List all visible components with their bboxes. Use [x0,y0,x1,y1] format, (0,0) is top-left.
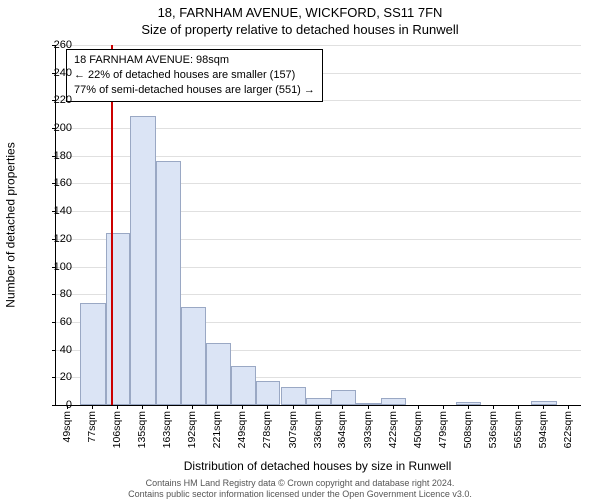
x-tick-label: 565sqm [512,411,524,448]
callout-box: 18 FARNHAM AVENUE: 98sqm← 22% of detache… [66,49,323,102]
x-tick-mark [342,405,343,409]
plot-area: 18 FARNHAM AVENUE: 98sqm← 22% of detache… [55,45,581,406]
y-tick-label: 140 [42,205,72,217]
callout-line-3: 77% of semi-detached houses are larger (… [74,83,315,98]
x-tick-mark [543,405,544,409]
histogram-bar [231,366,256,405]
histogram-bar [156,161,181,405]
y-tick-label: 260 [42,39,72,51]
y-tick-label: 180 [42,150,72,162]
callout-line-1: 18 FARNHAM AVENUE: 98sqm [74,53,315,68]
x-tick-mark [468,405,469,409]
x-tick-label: 508sqm [462,411,474,448]
x-tick-label: 163sqm [161,411,173,448]
histogram-bar [281,387,306,405]
y-tick-label: 20 [42,371,72,383]
x-tick-label: 49sqm [61,411,73,443]
x-tick-mark [493,405,494,409]
histogram-bar [130,116,155,405]
x-tick-mark [167,405,168,409]
x-tick-mark [293,405,294,409]
y-tick-label: 120 [42,233,72,245]
histogram-bar [181,307,206,405]
x-tick-mark [117,405,118,409]
histogram-bar [306,398,331,405]
y-tick-label: 240 [42,67,72,79]
x-tick-label: 307sqm [287,411,299,448]
histogram-bar [106,233,130,405]
x-tick-mark [443,405,444,409]
x-tick-mark [92,405,93,409]
chart-title-main: 18, FARNHAM AVENUE, WICKFORD, SS11 7FN [0,5,600,20]
y-axis-label: Number of detached properties [4,45,18,405]
x-tick-label: 106sqm [111,411,123,448]
y-tick-label: 200 [42,122,72,134]
x-tick-label: 135sqm [136,411,148,448]
gridline [56,45,581,46]
x-tick-label: 622sqm [562,411,574,448]
x-tick-mark [568,405,569,409]
footer-line-2: Contains public sector information licen… [0,489,600,499]
x-tick-label: 536sqm [487,411,499,448]
y-tick-label: 40 [42,344,72,356]
x-tick-label: 249sqm [236,411,248,448]
x-axis-label: Distribution of detached houses by size … [55,459,580,473]
x-tick-mark [318,405,319,409]
x-tick-mark [267,405,268,409]
x-tick-label: 77sqm [86,411,98,443]
x-tick-label: 479sqm [437,411,449,448]
histogram-bar [80,303,105,405]
histogram-bar [381,398,406,405]
y-tick-label: 60 [42,316,72,328]
chart-footer: Contains HM Land Registry data © Crown c… [0,478,600,499]
callout-line-2: ← 22% of detached houses are smaller (15… [74,68,315,83]
x-tick-label: 364sqm [336,411,348,448]
histogram-bar [256,381,280,405]
x-tick-label: 278sqm [261,411,273,448]
x-tick-mark [192,405,193,409]
histogram-bar [331,390,355,405]
x-tick-label: 393sqm [362,411,374,448]
x-tick-label: 192sqm [186,411,198,448]
chart-title-sub: Size of property relative to detached ho… [0,22,600,37]
x-tick-mark [67,405,68,409]
x-tick-label: 594sqm [537,411,549,448]
x-tick-label: 422sqm [387,411,399,448]
histogram-bar [206,343,230,405]
x-tick-mark [242,405,243,409]
footer-line-1: Contains HM Land Registry data © Crown c… [0,478,600,488]
x-tick-mark [368,405,369,409]
x-tick-mark [142,405,143,409]
x-tick-label: 450sqm [412,411,424,448]
y-tick-label: 100 [42,261,72,273]
x-tick-mark [518,405,519,409]
x-tick-label: 336sqm [312,411,324,448]
x-tick-label: 221sqm [211,411,223,448]
x-tick-mark [418,405,419,409]
y-tick-label: 220 [42,94,72,106]
y-tick-label: 160 [42,177,72,189]
x-tick-mark [393,405,394,409]
y-tick-label: 80 [42,288,72,300]
chart-container: 18, FARNHAM AVENUE, WICKFORD, SS11 7FN S… [0,0,600,500]
x-tick-mark [217,405,218,409]
